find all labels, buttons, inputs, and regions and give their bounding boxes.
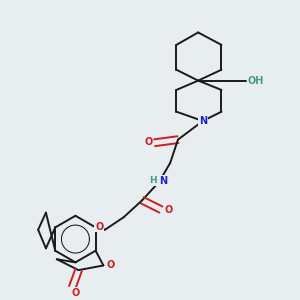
Text: N: N	[159, 176, 167, 186]
Text: O: O	[164, 205, 173, 214]
Text: N: N	[199, 116, 207, 126]
Text: OH: OH	[248, 76, 264, 85]
Text: H: H	[149, 176, 157, 185]
Text: O: O	[144, 137, 153, 147]
Text: O: O	[95, 222, 103, 232]
Text: O: O	[106, 260, 114, 270]
Text: O: O	[71, 288, 80, 298]
